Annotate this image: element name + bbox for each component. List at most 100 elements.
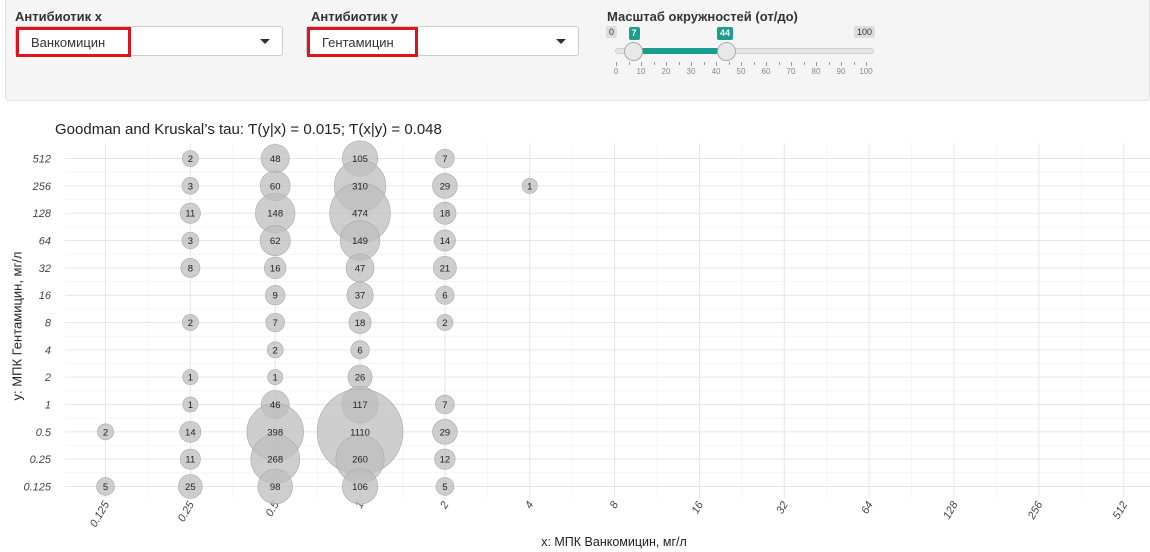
bubble (181, 231, 200, 250)
y-tick-label: 2 (44, 372, 51, 384)
bubble-count-label: 48 (270, 154, 281, 165)
chevron-down-icon (556, 39, 566, 44)
circle-scale-slider[interactable]: 0 100 7 44 0 10 20 30 40 50 60 70 80 90 100 (606, 8, 876, 78)
slider-tick-label: 20 (661, 67, 671, 76)
bubble-count-label: 260 (352, 455, 368, 466)
bubble-count-label: 2 (442, 318, 447, 329)
bubble-count-label: 14 (440, 236, 451, 247)
bubble (346, 281, 374, 309)
bubble-count-label: 3 (188, 236, 193, 247)
slider-tick (866, 62, 867, 66)
antibiotic-y-selected-value: Гентамицин (307, 27, 418, 57)
bubble-count-label: 11 (185, 209, 195, 220)
bubble (341, 468, 379, 505)
bubble-count-label: 60 (270, 181, 281, 192)
bubble (432, 419, 458, 445)
x-tick-label: 0.25 (176, 499, 198, 524)
bubble-count-label: 16 (270, 263, 281, 274)
slider-tick (791, 62, 792, 66)
y-tick-label: 64 (39, 236, 51, 248)
antibiotic-y-select[interactable]: Гентамицин (306, 26, 579, 57)
antibiotic-x-select[interactable]: Ванкомицин (15, 26, 283, 57)
bubble (266, 341, 284, 359)
bubble-count-label: 310 (352, 181, 368, 192)
y-tick-label: 512 (33, 154, 51, 166)
bubble (182, 150, 199, 167)
bubble-count-label: 37 (355, 291, 366, 302)
y-tick-label: 32 (39, 263, 51, 275)
bubble-count-label: 18 (440, 209, 451, 220)
bubble (265, 312, 285, 333)
bubble-count-label: 106 (352, 482, 368, 493)
y-tick-label: 0.5 (36, 427, 52, 439)
bubble (97, 423, 114, 441)
slider-minor-tick (853, 62, 855, 65)
bubble-count-label: 11 (185, 455, 195, 466)
bubble-count-label: 25 (185, 482, 196, 493)
slider-tick-label: 50 (736, 67, 746, 76)
bubble-count-label: 398 (267, 427, 283, 438)
bubble-count-label: 18 (355, 318, 366, 329)
bubble-count-label: 1 (188, 400, 193, 411)
y-tick-label: 8 (45, 318, 52, 330)
x-tick-label: 0.125 (88, 499, 113, 530)
bubble (257, 468, 293, 505)
y-tick-label: 256 (32, 181, 52, 193)
x-tick-label: 8 (608, 499, 622, 511)
bubble-count-label: 7 (442, 154, 447, 165)
slider-min-badge: 0 (606, 26, 618, 38)
bubble (182, 369, 199, 386)
slider-minor-tick (778, 62, 780, 65)
bubble (433, 201, 457, 225)
slider-tick-label: 30 (686, 67, 696, 76)
slider-tick (741, 62, 742, 66)
x-tick-label: 1 (353, 500, 366, 511)
plot-title: Goodman and Kruskal’s tau: Ƭ(y|x) = 0.01… (55, 121, 442, 138)
y-tick-label: 16 (39, 290, 52, 302)
bubble (179, 448, 201, 470)
bubble (348, 311, 372, 334)
bubble-count-label: 14 (185, 427, 196, 438)
bubble-count-label: 29 (440, 427, 451, 438)
x-tick-label: 4 (523, 500, 536, 511)
bubble (265, 285, 286, 306)
bubble-count-label: 148 (267, 209, 283, 220)
y-tick-label: 4 (45, 345, 51, 357)
bubble-count-label: 1 (527, 181, 532, 192)
bubble (178, 474, 203, 499)
slider-minor-tick (703, 62, 705, 65)
bubble (521, 177, 538, 194)
slider-tick (641, 62, 642, 66)
y-tick-label: 128 (33, 208, 52, 220)
bubble-count-label: 474 (352, 209, 368, 220)
slider-minor-tick (728, 62, 730, 65)
slider-tick-label: 80 (811, 67, 821, 76)
y-tick-label: 1 (45, 400, 51, 412)
bubble-count-label: 1 (188, 373, 193, 384)
x-tick-label: 256 (1025, 499, 1046, 523)
bubble (267, 369, 284, 386)
bubble (182, 396, 199, 413)
bubble-count-label: 46 (270, 400, 281, 411)
bubble-count-label: 149 (352, 236, 368, 247)
controls-panel: Антибиотик x Ванкомицин Антибиотик y Ген… (5, 0, 1150, 101)
bubble (435, 394, 455, 415)
slider-from-handle[interactable] (624, 42, 643, 61)
bubble (96, 477, 115, 496)
x-tick-label: 64 (859, 500, 876, 517)
bubble-count-label: 5 (442, 482, 447, 493)
y-tick-label: 0.125 (23, 482, 51, 494)
bubble-count-label: 7 (273, 318, 278, 329)
x-tick-label: 128 (941, 499, 961, 522)
antibiotic-x-label: Антибиотик x (15, 9, 102, 24)
slider-selected-range (633, 48, 726, 54)
bubble (179, 420, 202, 443)
bubble (259, 225, 291, 256)
bubble-count-label: 6 (442, 291, 447, 302)
slider-tick-label: 0 (613, 67, 619, 76)
slider-track[interactable] (615, 48, 874, 54)
x-tick-label: 512 (1111, 500, 1131, 522)
slider-to-handle[interactable] (716, 42, 736, 61)
bubble (435, 148, 455, 169)
